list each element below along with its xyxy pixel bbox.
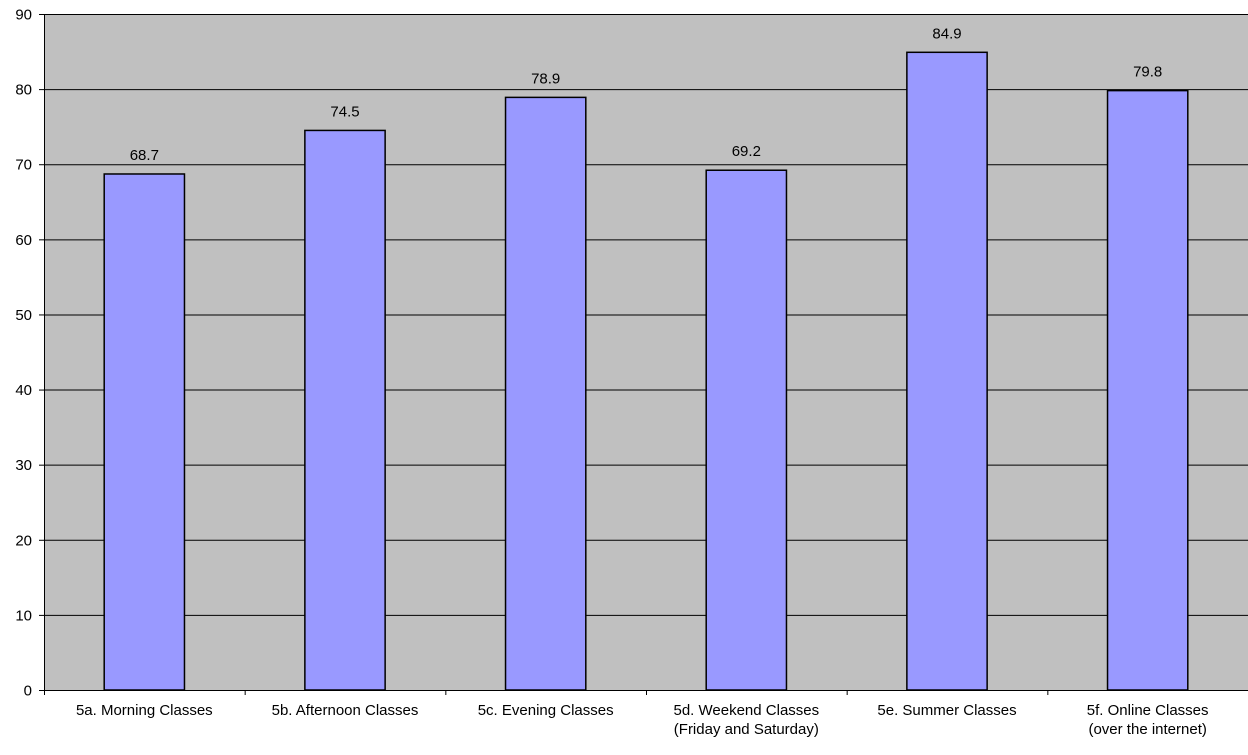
x-tick-label: (Friday and Saturday)	[674, 721, 819, 738]
data-label: 69.2	[732, 143, 761, 160]
bar	[504, 96, 587, 691]
y-tick-label: 90	[15, 7, 32, 24]
x-tick-label: 5c. Evening Classes	[478, 702, 614, 719]
bar	[705, 169, 788, 691]
gridlines	[44, 14, 1248, 616]
data-label: 74.5	[330, 103, 359, 120]
x-tick-label: (over the internet)	[1088, 721, 1206, 738]
x-axis: 5a. Morning Classes 5b. Afternoon Classes…	[44, 690, 1248, 738]
data-labels: 68.7 74.5 78.9 69.2 84.9 79.8	[130, 25, 1163, 164]
x-tick-label: 5a. Morning Classes	[76, 702, 213, 719]
bar	[1106, 89, 1189, 691]
data-label: 68.7	[130, 147, 159, 164]
bar	[304, 129, 386, 691]
plot-area	[44, 14, 1248, 690]
bars	[103, 51, 1189, 691]
x-tick-label: 5d. Weekend Classes	[674, 702, 820, 719]
x-tick-label: 5e. Summer Classes	[877, 702, 1016, 719]
y-tick-label: 0	[24, 683, 32, 700]
bar	[103, 173, 186, 691]
y-tick-label: 80	[15, 82, 32, 99]
x-tick-label: 5b. Afternoon Classes	[272, 702, 419, 719]
y-tick-label: 60	[15, 232, 32, 249]
y-tick-label: 30	[15, 457, 32, 474]
y-axis: 0 10 20 30 40 50 60 70 80 90	[15, 7, 45, 700]
y-tick-label: 40	[15, 382, 32, 399]
y-tick-label: 70	[15, 157, 32, 174]
y-tick-label: 50	[15, 307, 32, 324]
y-tick-label: 10	[15, 607, 32, 624]
data-label: 84.9	[932, 25, 961, 42]
y-tick-label: 20	[15, 532, 32, 549]
bar	[906, 51, 988, 691]
x-tick-label: 5f. Online Classes	[1087, 702, 1209, 719]
data-label: 78.9	[531, 70, 560, 87]
data-label: 79.8	[1133, 64, 1162, 81]
